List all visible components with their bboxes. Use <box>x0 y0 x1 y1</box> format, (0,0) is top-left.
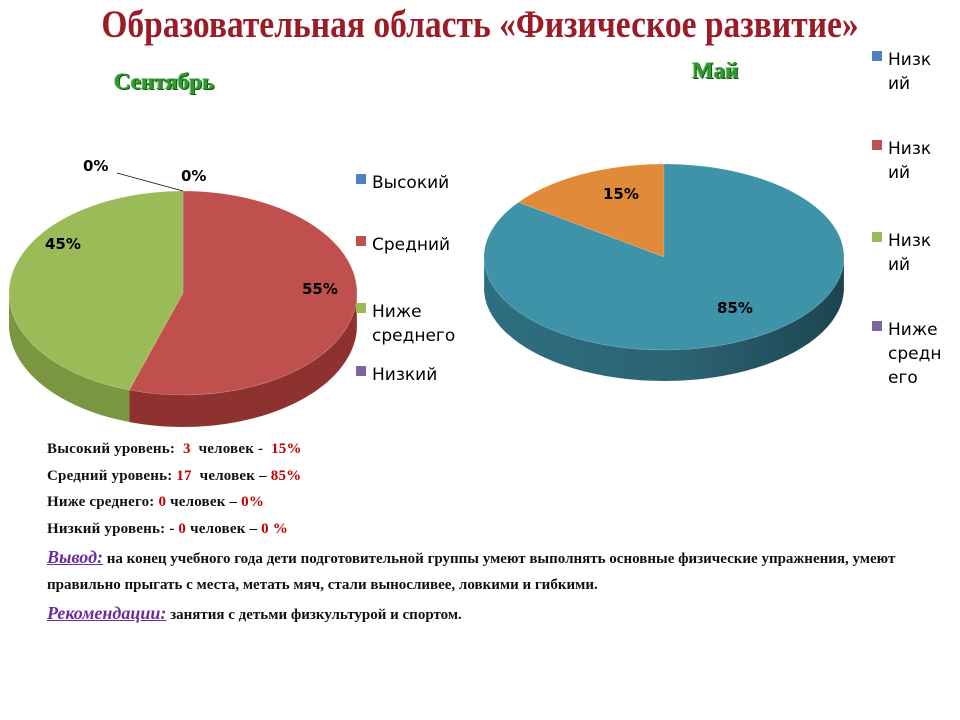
stat-pct: 0 % <box>261 520 289 537</box>
slice-sredniy <box>128 190 358 396</box>
stat-unit: человек - <box>198 441 264 457</box>
label-sept-nizkiy: 0% <box>181 167 206 185</box>
legend-label-sept-1: Средний <box>372 235 451 255</box>
stat-unit: человек – <box>199 467 267 484</box>
stat-line-high: Высокий уровень: 3 человек - 15% <box>47 436 927 463</box>
stat-pct: 85% <box>270 467 302 484</box>
stat-pct: 0% <box>241 494 265 510</box>
charts-canvas: 0% 0% 45% 55% 15% 85% <box>8 157 845 427</box>
label-sept-vysokiy: 0% <box>83 157 108 175</box>
legend-label-may-2: Низк ий <box>888 231 932 275</box>
stat-pct: 15% <box>271 441 302 457</box>
conclusion-label: Вывод: <box>47 547 103 567</box>
september-chart-title: Сентябрь <box>114 69 215 94</box>
label-may-vysokiy: 15% <box>603 185 639 203</box>
recommendation-label: Рекомендации: <box>47 603 167 623</box>
stat-count: 3 <box>182 441 191 457</box>
legend-item-sept-2: Ниже среднего <box>356 300 455 348</box>
legend-item-sept-3: Низкий <box>356 363 437 387</box>
slice-may-sredniy-side <box>484 259 844 381</box>
stat-unit: человек – <box>170 494 238 510</box>
recommendation-paragraph: Рекомендации: занятия с детьми физкульту… <box>47 600 927 628</box>
legend-label-sept-3: Низкий <box>372 365 438 385</box>
stat-label: Средний уровень: <box>47 467 173 484</box>
legend-swatch-sept-0 <box>356 174 366 184</box>
slice-nizhe-srednego <box>8 190 184 391</box>
legend-swatch-may-0 <box>872 51 882 61</box>
stat-label: Высокий уровень: <box>47 441 176 457</box>
legend-swatch-sept-2 <box>356 303 366 313</box>
september-pie <box>8 190 358 427</box>
legend-label-may-1: Низк ий <box>888 139 932 183</box>
slice-may-sredniy <box>483 163 845 351</box>
legend-label-sept-0: Высокий <box>372 173 450 193</box>
label-may-sredniy: 85% <box>717 299 753 317</box>
stat-label: Ниже среднего: <box>47 494 155 510</box>
legend-item-sept-0: Высокий <box>356 171 449 195</box>
conclusion-paragraph: Вывод: на конец учебного года дети подго… <box>47 544 927 598</box>
may-pie <box>483 163 845 381</box>
conclusion-text: на конец учебного года дети подготовител… <box>47 551 896 593</box>
label-sept-nizhe-srednego: 45% <box>45 235 81 253</box>
legend-swatch-may-3 <box>872 321 882 331</box>
legend-item-may-1: Низк ий <box>872 137 931 185</box>
stat-count: 17 <box>176 467 192 484</box>
stat-count: 0 <box>158 494 167 510</box>
legend-item-may-3: Ниже средн его <box>872 318 941 390</box>
legend-swatch-may-2 <box>872 232 882 242</box>
slice-nizhe-srednego-side <box>9 295 130 422</box>
legend-label-sept-2: Ниже среднего <box>372 302 456 346</box>
legend-swatch-sept-3 <box>356 366 366 376</box>
leader-line <box>116 172 184 192</box>
stat-count: 0 <box>178 520 187 537</box>
stat-line-mid: Средний уровень: 17 человек – 85% <box>47 463 927 490</box>
legend-label-may-0: Низк ий <box>888 50 932 94</box>
stat-line-below: Ниже среднего: 0 человек – 0% <box>47 489 927 516</box>
recommendation-text: занятия с детьми физкультурой и спортом. <box>170 607 462 623</box>
legend-label-may-3: Ниже средн его <box>888 320 942 388</box>
legend-item-may-2: Низк ий <box>872 229 931 277</box>
summary-text: Высокий уровень: 3 человек - 15% Средний… <box>47 436 927 628</box>
slice-sredniy-side <box>129 295 357 427</box>
slice-may-vysokiy <box>517 163 665 258</box>
legend-item-may-0: Низк ий <box>872 48 931 96</box>
label-sept-sredniy: 55% <box>302 280 338 298</box>
stat-unit: человек – <box>190 520 258 537</box>
legend-swatch-sept-1 <box>356 236 366 246</box>
legend-swatch-may-1 <box>872 140 882 150</box>
may-chart-title: Май <box>692 58 739 83</box>
pie-data-labels: 0% 0% 45% 55% 15% 85% <box>45 157 753 317</box>
legend-item-sept-1: Средний <box>356 233 450 257</box>
stat-label: Низкий уровень: - <box>47 520 175 537</box>
page-title: Образовательная область «Физическое разв… <box>101 3 859 46</box>
stat-line-low: Низкий уровень: - 0 человек – 0 % <box>47 516 927 543</box>
